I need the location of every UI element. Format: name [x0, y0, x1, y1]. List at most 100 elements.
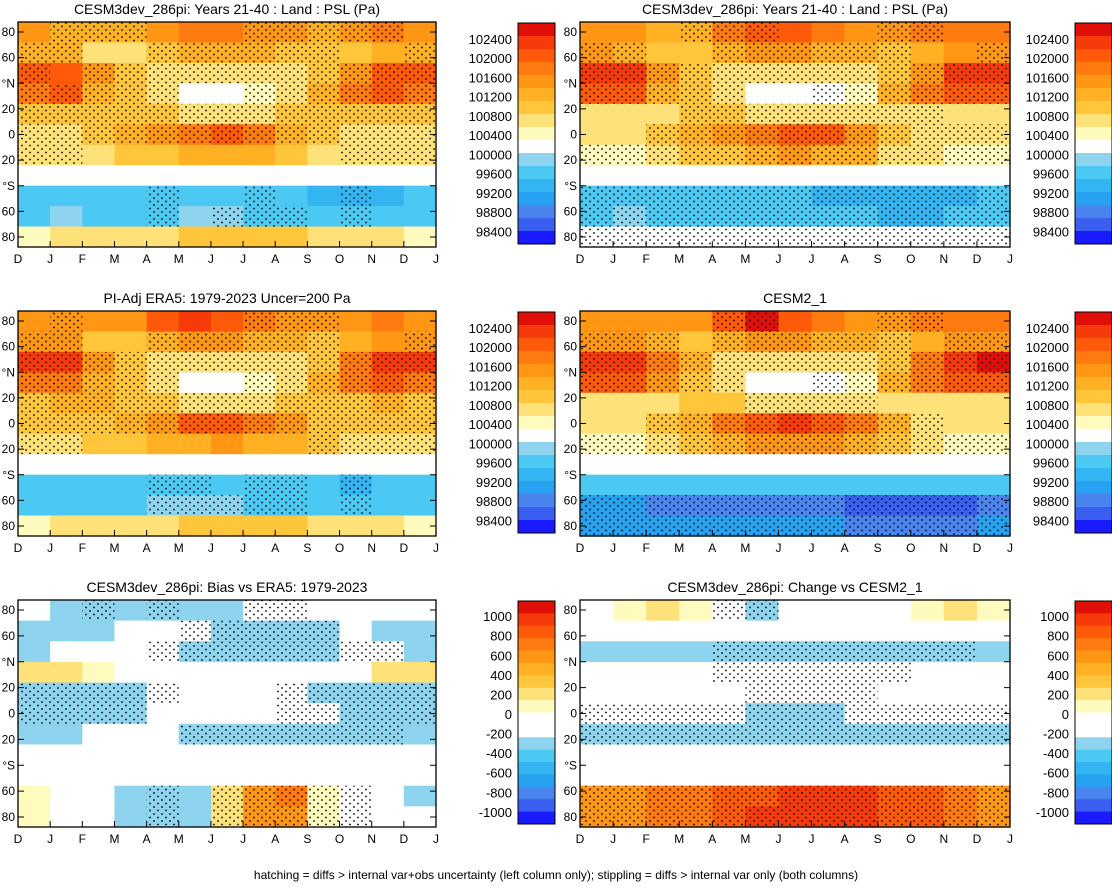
x-tick-label: M [674, 832, 684, 846]
heatmap-cell [243, 703, 276, 725]
colorbar-swatch [518, 390, 555, 404]
colorbar-swatch [518, 23, 555, 37]
colorbar: 102400 102000 101600 101200 100800 100400 1000… [1026, 22, 1112, 245]
heatmap-cell [580, 103, 614, 125]
heatmap-cell [778, 454, 813, 476]
heatmap-cell [580, 744, 614, 766]
stipple-cell [307, 413, 341, 435]
heatmap-cell [943, 765, 978, 787]
heatmap-cell [210, 744, 244, 766]
x-tick-label: J [47, 832, 53, 846]
stipple-cell [778, 42, 813, 64]
stipple-cell [844, 351, 879, 373]
heatmap-cell [976, 392, 1011, 414]
stipple-cell [82, 600, 116, 622]
stipple-cell [339, 641, 373, 663]
heatmap-cell [403, 226, 437, 248]
stipple-cell [371, 682, 405, 704]
stipple-cell [50, 433, 83, 455]
stipple-cell [910, 785, 945, 807]
colorbar-swatch [1075, 23, 1112, 37]
heatmap-cell [178, 744, 212, 766]
heatmap-cell [943, 311, 978, 333]
colorbar-label: 99200 [1033, 475, 1069, 490]
stipple-cell [613, 703, 647, 725]
stipple-cell [712, 311, 746, 333]
x-tick-label: J [610, 832, 616, 846]
heatmap-cells [580, 311, 1011, 537]
heatmap-cell [210, 600, 244, 622]
stipple-cell [778, 331, 813, 353]
colorbar-swatch [1075, 749, 1112, 763]
colorbar-swatch [1075, 724, 1112, 738]
x-tick-label: J [208, 832, 214, 846]
heatmap-cell [778, 600, 813, 622]
heatmap-cell [371, 185, 405, 207]
colorbar-label: -200 [486, 727, 512, 742]
stipple-cell [679, 495, 713, 517]
stipple-cell [275, 392, 308, 414]
heatmap-cell [613, 620, 647, 642]
colorbar-swatch [518, 153, 555, 167]
heatmap-cell [146, 765, 180, 787]
y-tick-label: 20 [564, 681, 578, 695]
heatmap-cell [146, 165, 180, 187]
stipple-cell [844, 413, 879, 435]
heatmap-cell [114, 454, 148, 476]
y-tick-label: 80 [2, 810, 16, 824]
stipple-cell [178, 474, 212, 496]
y-tick-label: 80 [2, 230, 16, 244]
stipple-cell [910, 372, 945, 394]
stipple-cell [403, 124, 437, 146]
heatmap-cell [82, 641, 116, 663]
x-tick-label: M [174, 832, 184, 846]
heatmap-cell [82, 311, 116, 333]
stipple-cell [811, 515, 846, 537]
y-tick-label: 80 [2, 519, 16, 533]
stipple-cell [275, 600, 308, 622]
colorbar-swatch [1075, 205, 1112, 219]
panel-4: CESM2_1 80 60 °N 20 0 20 °S 60 80 D J F M A M J J A S O N D J 10… [564, 290, 1112, 555]
stipple-cell [745, 682, 780, 704]
stipple-cell [307, 682, 341, 704]
stipple-cell [275, 42, 308, 64]
y-tick-label: 60 [564, 51, 578, 65]
y-tick-label: 60 [2, 51, 16, 65]
heatmap-cell [50, 641, 83, 663]
heatmap-cell [943, 103, 978, 125]
stipple-cell [646, 206, 680, 228]
heatmap-cell [580, 165, 614, 187]
y-tick-label: 60 [2, 784, 16, 798]
heatmap-cell [50, 206, 83, 228]
stipple-cell [146, 351, 180, 373]
y-tick-label: 20 [564, 153, 578, 167]
stipple-cell [275, 351, 308, 373]
stipple-cell [178, 62, 212, 84]
stipple-cell [712, 785, 746, 807]
stipple-cell [646, 723, 680, 746]
stipple-cell [811, 42, 846, 64]
heatmap-cell [82, 185, 116, 207]
heatmap-cell [178, 22, 212, 44]
heatmap-cell [339, 765, 373, 787]
colorbar-swatch [1075, 338, 1112, 352]
stipple-cell [114, 413, 148, 435]
stipple-cell [403, 144, 437, 166]
heatmap-cell [613, 311, 647, 333]
x-tick-label: O [906, 252, 915, 266]
heatmap-cell [910, 600, 945, 622]
heatmap-cell [50, 723, 83, 746]
heatmap-cell [243, 433, 276, 455]
stipple-cell [243, 22, 276, 44]
stipple-cell [943, 641, 978, 663]
heatmap-cell [18, 661, 51, 684]
stipple-cell [811, 83, 846, 105]
stipple-cell [943, 144, 978, 166]
y-tick-label: 0 [8, 707, 15, 721]
stipple-cell [745, 600, 780, 622]
colorbar-label: -400 [1043, 746, 1069, 761]
heatmap-cell [339, 331, 373, 353]
heatmap-cell [18, 515, 51, 537]
stipple-cell [778, 433, 813, 455]
heatmap-cell [613, 413, 647, 435]
